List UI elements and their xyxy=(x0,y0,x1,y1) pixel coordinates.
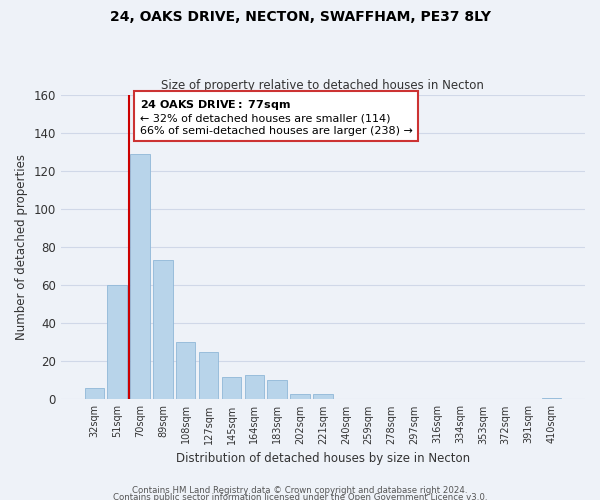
Text: 24, OAKS DRIVE, NECTON, SWAFFHAM, PE37 8LY: 24, OAKS DRIVE, NECTON, SWAFFHAM, PE37 8… xyxy=(110,10,491,24)
Text: $\mathbf{24\ OAKS\ DRIVE:\ 77sqm}$
← 32% of detached houses are smaller (114)
66: $\mathbf{24\ OAKS\ DRIVE:\ 77sqm}$ ← 32%… xyxy=(140,98,413,136)
Bar xyxy=(199,352,218,400)
Title: Size of property relative to detached houses in Necton: Size of property relative to detached ho… xyxy=(161,79,484,92)
Y-axis label: Number of detached properties: Number of detached properties xyxy=(15,154,28,340)
Bar xyxy=(268,380,287,400)
Bar xyxy=(542,398,561,400)
Bar xyxy=(222,376,241,400)
Text: Contains HM Land Registry data © Crown copyright and database right 2024.: Contains HM Land Registry data © Crown c… xyxy=(132,486,468,495)
Text: Contains public sector information licensed under the Open Government Licence v3: Contains public sector information licen… xyxy=(113,494,487,500)
Bar xyxy=(176,342,196,400)
Bar xyxy=(85,388,104,400)
Bar xyxy=(107,285,127,400)
Bar xyxy=(290,394,310,400)
X-axis label: Distribution of detached houses by size in Necton: Distribution of detached houses by size … xyxy=(176,452,470,465)
Bar xyxy=(153,260,173,400)
Bar xyxy=(130,154,150,400)
Bar xyxy=(245,374,264,400)
Bar xyxy=(313,394,332,400)
